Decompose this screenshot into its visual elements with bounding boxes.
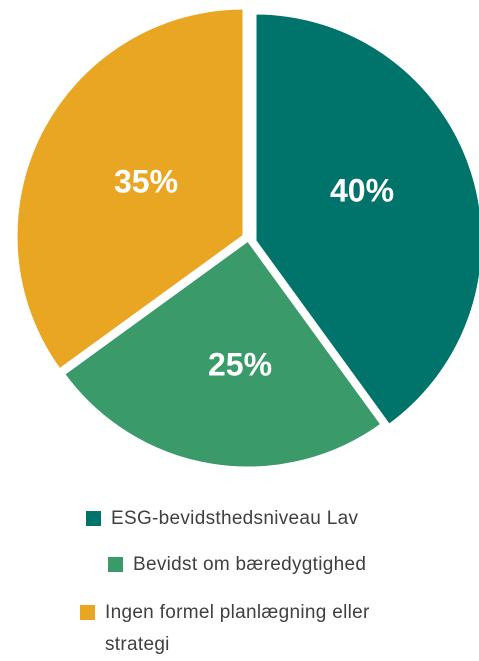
pie-slices — [14, 6, 479, 470]
data-label-esg-low: 40% — [330, 172, 394, 208]
legend-label-no-formal-plan: Ingen formel planlægning eller strategi — [105, 602, 370, 655]
legend-label-esg-low: ESG-bevidsthedsniveau Lav — [111, 508, 359, 529]
legend-item-no-formal-plan: Ingen formel planlægning eller strategi — [80, 597, 420, 661]
pie-slice-esg-low — [253, 11, 479, 427]
legend-item-sustainability-aware: Bevidst om bæredygtighed — [108, 549, 366, 581]
pie-slice-no-formal-plan — [14, 6, 246, 372]
legend-label-sustainability-aware: Bevidst om bæredygtighed — [133, 554, 367, 575]
legend-swatch-sustainability-aware — [108, 557, 123, 572]
legend-swatch-no-formal-plan — [80, 605, 95, 620]
pie-slice-sustainability-aware — [62, 238, 384, 470]
legend-item-esg-low: ESG-bevidsthedsniveau Lav — [86, 503, 358, 535]
data-label-sustainability-aware: 25% — [208, 346, 272, 382]
pie-data-labels: 40% 25% 35% — [114, 163, 394, 382]
pie-chart: 40% 25% 35% — [14, 6, 479, 470]
data-label-no-formal-plan: 35% — [114, 163, 178, 199]
legend-swatch-esg-low — [86, 511, 101, 526]
